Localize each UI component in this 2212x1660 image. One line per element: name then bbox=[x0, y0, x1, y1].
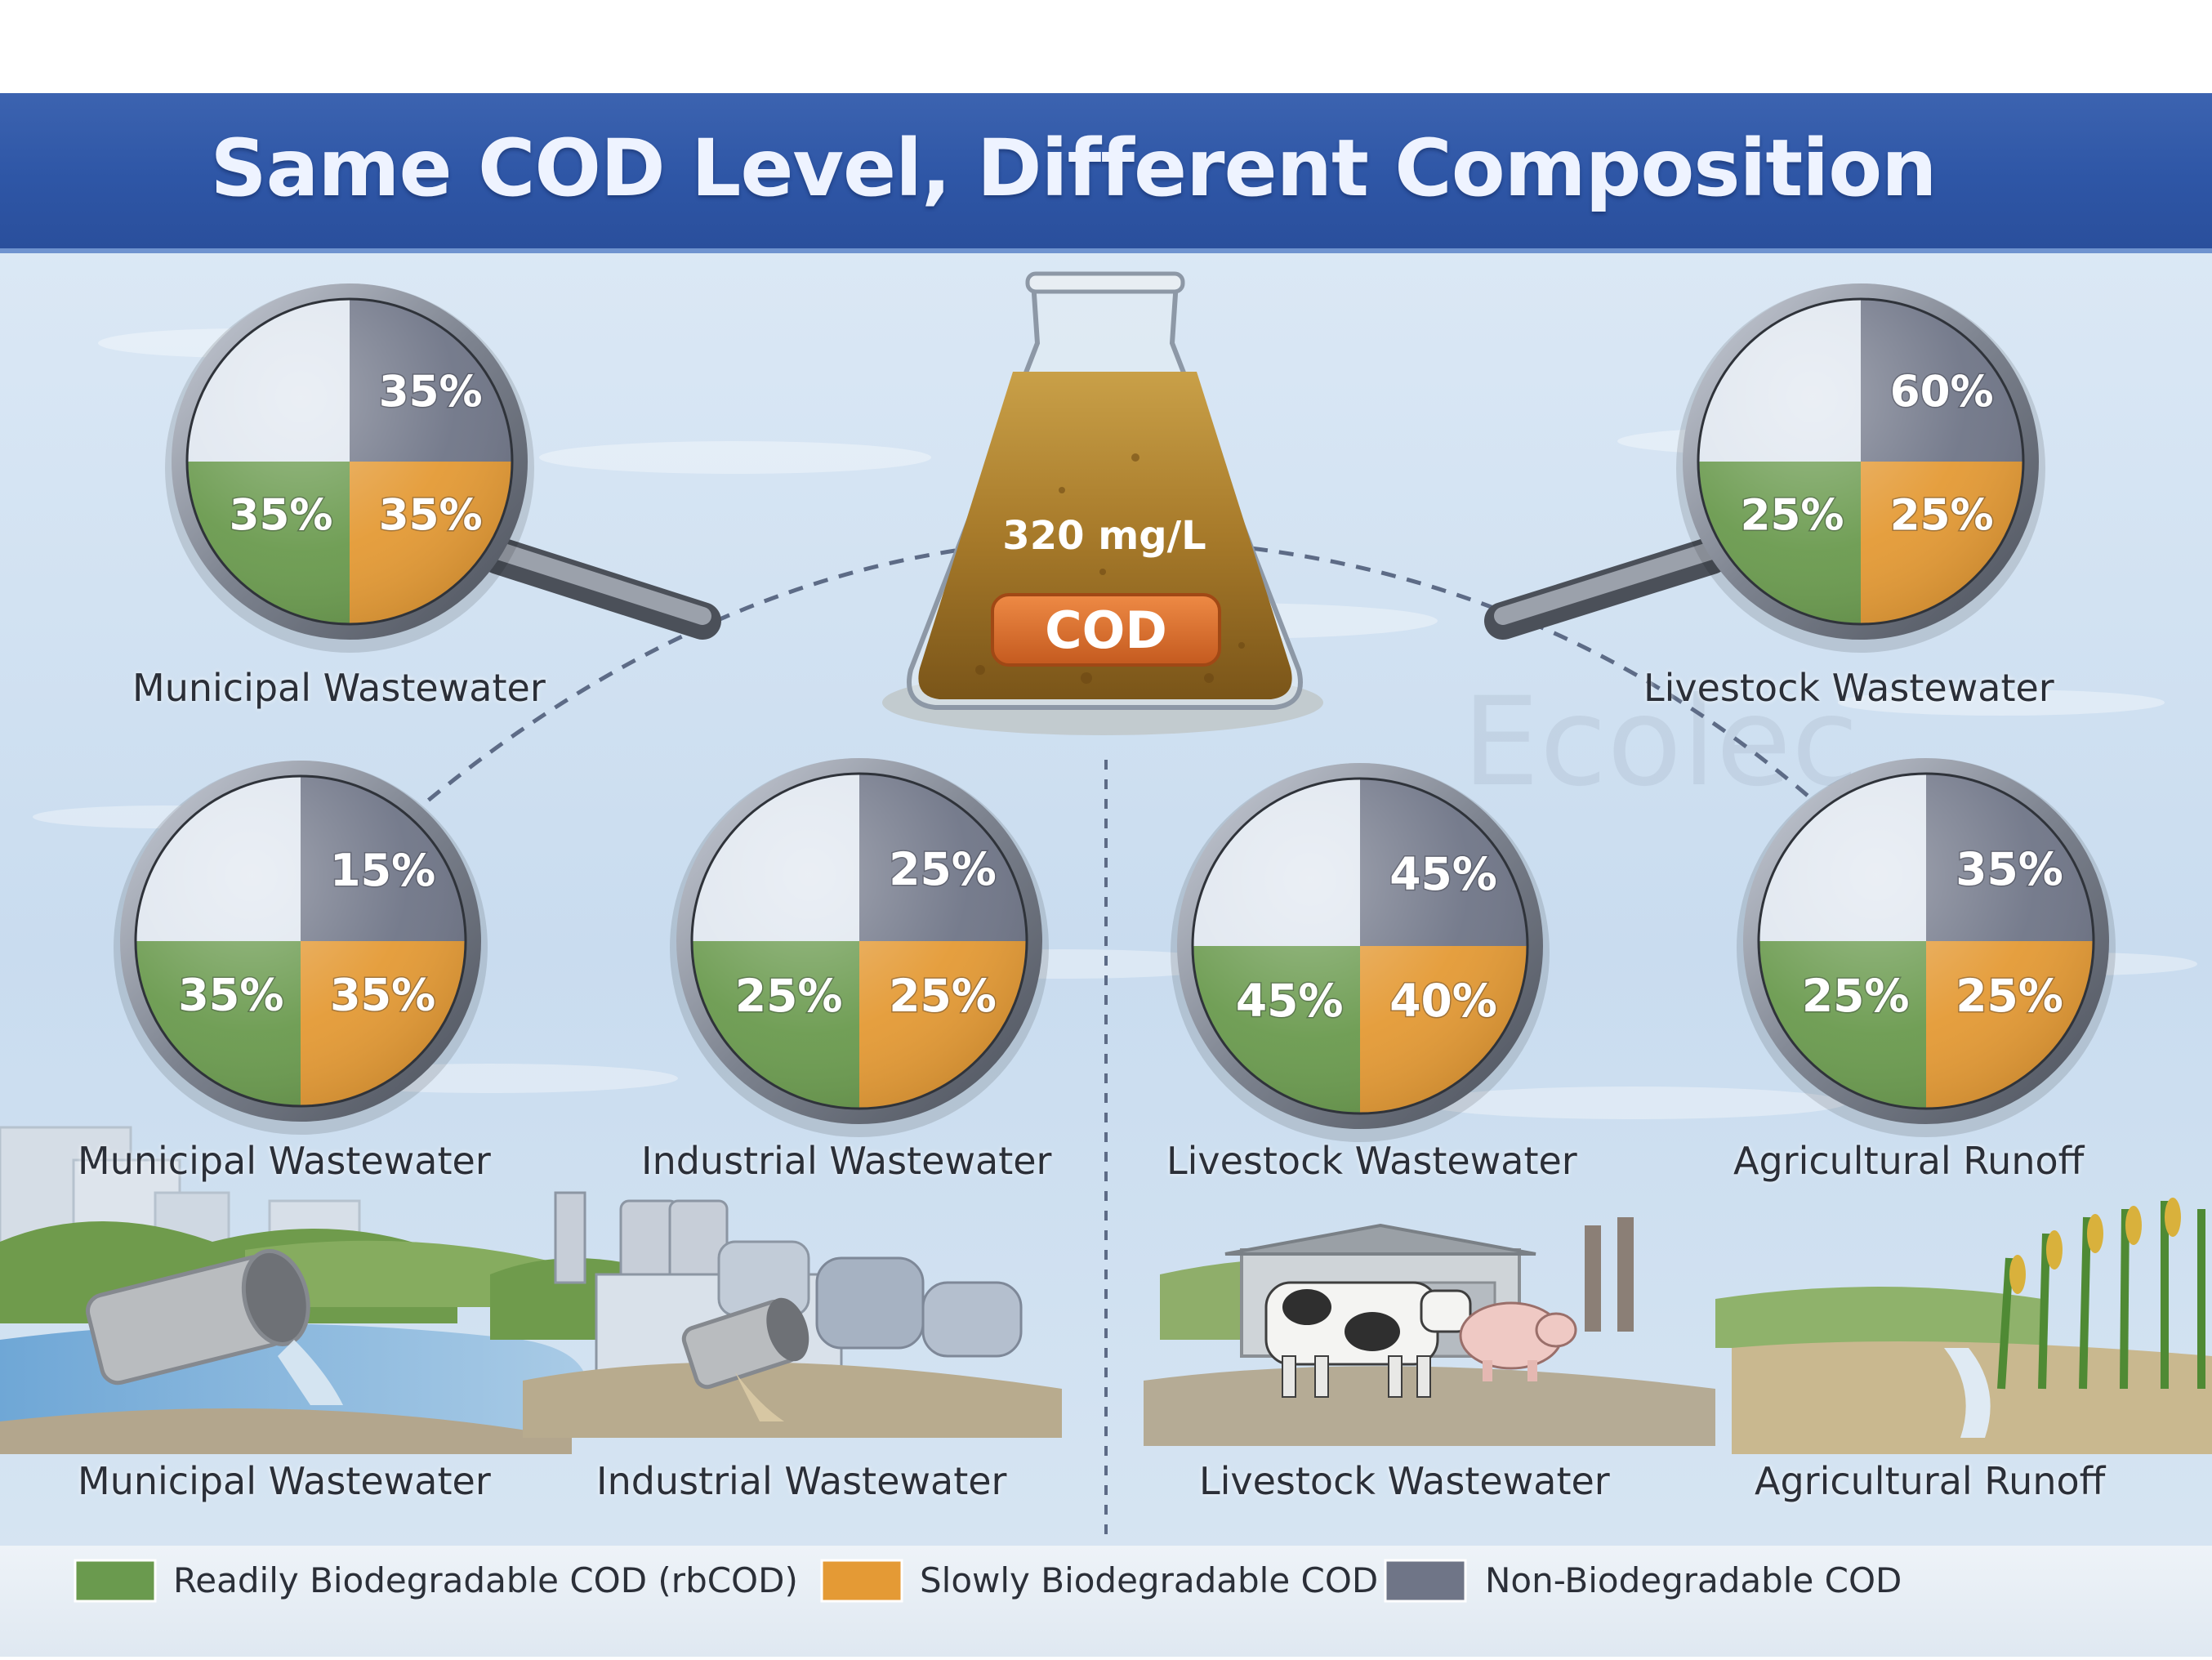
lens-glass bbox=[1699, 300, 2022, 623]
lens-glass bbox=[1759, 774, 2093, 1108]
scene-label-livestock: Livestock Wastewater bbox=[1199, 1459, 1610, 1503]
lens-rim-inner bbox=[1191, 777, 1529, 1115]
legend-label-readily: Readily Biodegradable COD (rbCOD) bbox=[173, 1560, 798, 1600]
lens-rim bbox=[120, 761, 481, 1122]
watermark: Ecolec bbox=[1462, 672, 1858, 814]
pie-label-non: 35% bbox=[1956, 843, 2063, 895]
magnifier-label-municipal-top: Municipal Wastewater bbox=[132, 666, 546, 710]
pie-label-non: 45% bbox=[1389, 848, 1497, 900]
legend bbox=[74, 1559, 1467, 1603]
scene-label-municipal: Municipal Wastewater bbox=[78, 1459, 491, 1503]
magnifier-layer: 35%35%35%60%25%25%15%35%35%25%25%25%45%4… bbox=[114, 283, 2116, 1142]
magnifier-agricultural: 35% 25% 25% bbox=[1737, 758, 2116, 1137]
scene-industrial bbox=[490, 1191, 1062, 1438]
scene-livestock bbox=[1144, 1217, 1715, 1446]
pie-label-slowly: 35% bbox=[330, 970, 435, 1021]
pie-label-readily: 35% bbox=[230, 490, 333, 540]
scene-label-industrial: Industrial Wastewater bbox=[596, 1459, 1007, 1503]
magnifier-label-livestock: Livestock Wastewater bbox=[1166, 1139, 1577, 1183]
lens-rim-inner bbox=[185, 297, 514, 626]
magnifier-label-municipal: Municipal Wastewater bbox=[78, 1139, 491, 1183]
lens-rim bbox=[1743, 758, 2109, 1124]
magnifier-livestock: 45% 40% 45% bbox=[1171, 763, 1550, 1142]
lens-glass bbox=[188, 300, 511, 623]
magnifier-label-livestock-top: Livestock Wastewater bbox=[1643, 666, 2054, 710]
legend-background bbox=[0, 1546, 2212, 1657]
lens-rim bbox=[172, 283, 528, 640]
pie-label-non: 60% bbox=[1890, 368, 1994, 417]
pie-label-non: 15% bbox=[330, 845, 435, 896]
corn-field bbox=[1997, 1201, 2205, 1390]
page-title: Same COD Level, Different Composition bbox=[210, 123, 1937, 214]
legend-swatch-non bbox=[1384, 1559, 1467, 1603]
lens-rim bbox=[1683, 283, 2039, 640]
lens-rim bbox=[676, 758, 1042, 1124]
magnifier-municipal-top: 35% 35% 35% bbox=[165, 283, 721, 653]
pie-label-readily: 25% bbox=[1741, 490, 1844, 540]
cod-concentration: 320 mg/L bbox=[1002, 513, 1206, 559]
lens-glass bbox=[693, 774, 1026, 1108]
magnifier-livestock-top: 60% 25% 25% bbox=[1484, 283, 2045, 653]
pie-label-readily: 45% bbox=[1236, 975, 1344, 1027]
legend-label-slowly: Slowly Biodegradable COD bbox=[920, 1560, 1379, 1600]
pie-label-readily: 25% bbox=[735, 970, 843, 1022]
magnifier-label-agricultural: Agricultural Runoff bbox=[1733, 1139, 2085, 1183]
lens-rim-inner bbox=[690, 772, 1028, 1110]
pie-label-readily: 35% bbox=[178, 970, 283, 1021]
lens-rim bbox=[1177, 763, 1543, 1129]
legend-swatch-slowly bbox=[820, 1559, 903, 1603]
scene-municipal bbox=[0, 1126, 588, 1454]
pie-label-slowly: 25% bbox=[1956, 970, 2063, 1022]
cow-illustration bbox=[1264, 1281, 1472, 1398]
pie-label-non: 35% bbox=[379, 368, 483, 417]
pie-label-slowly: 25% bbox=[889, 970, 997, 1022]
magnifier-handle-highlight bbox=[1494, 542, 1720, 625]
magnifier-label-industrial: Industrial Wastewater bbox=[641, 1139, 1052, 1183]
legend-label-non: Non-Biodegradable COD bbox=[1485, 1560, 1902, 1600]
pie-label-non: 25% bbox=[889, 843, 997, 895]
cod-badge bbox=[991, 593, 1221, 667]
pig-illustration bbox=[1459, 1301, 1577, 1381]
magnifier-handle-highlight bbox=[489, 542, 711, 625]
lens-rim-inner bbox=[134, 774, 467, 1108]
magnifier-industrial: 25% 25% 25% bbox=[670, 758, 1049, 1137]
pie-label-readily: 25% bbox=[1802, 970, 1910, 1022]
scene-agricultural bbox=[1715, 1198, 2212, 1454]
lens-glass bbox=[1193, 779, 1527, 1113]
cod-flask: 320 mg/L COD bbox=[882, 271, 1323, 735]
title-bar bbox=[0, 93, 2212, 253]
pie-label-slowly: 40% bbox=[1389, 975, 1497, 1027]
legend-swatch-readily bbox=[74, 1559, 157, 1603]
cod-badge-label: COD bbox=[1045, 600, 1167, 660]
lens-glass bbox=[136, 777, 465, 1105]
lens-rim-inner bbox=[1757, 772, 2095, 1110]
pie-label-slowly: 25% bbox=[1890, 490, 1994, 540]
pie-label-slowly: 35% bbox=[379, 490, 483, 540]
magnifier-municipal: 15% 35% 35% bbox=[114, 761, 488, 1135]
scene-label-agricultural: Agricultural Runoff bbox=[1755, 1459, 2106, 1503]
lens-rim-inner bbox=[1697, 297, 2025, 626]
